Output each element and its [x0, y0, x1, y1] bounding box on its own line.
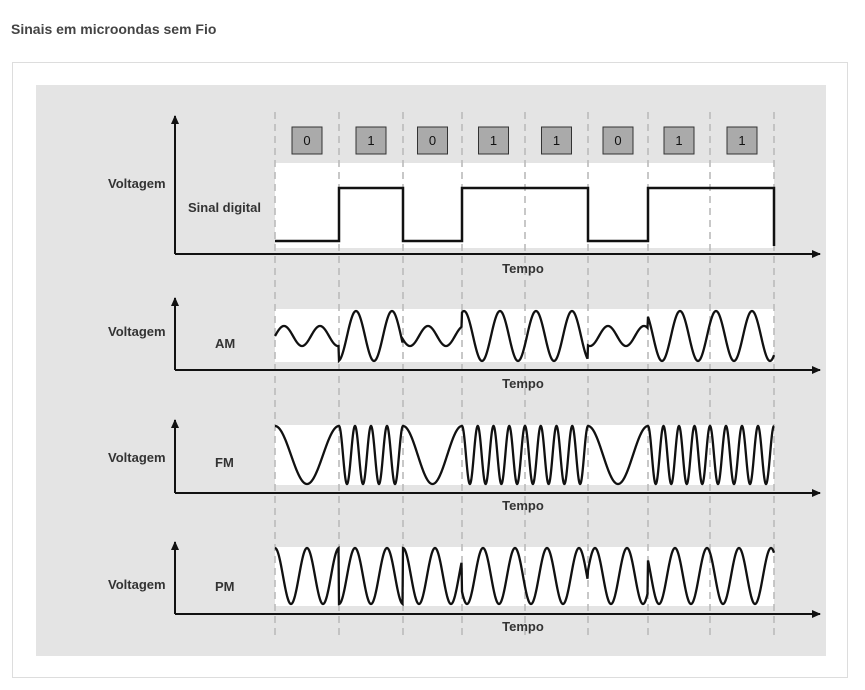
page-title: Sinais em microondas sem Fio	[11, 21, 217, 37]
signal-name-digital: Sinal digital	[188, 200, 261, 215]
xlabel-am: Tempo	[502, 376, 544, 391]
am-signal-waveform	[274, 309, 776, 364]
bit-box: 1	[478, 126, 509, 155]
fm-signal-waveform	[274, 424, 775, 486]
axes-digital	[171, 115, 821, 258]
axes-fm	[171, 419, 821, 497]
bit-box: 0	[602, 126, 634, 155]
pm-signal-waveform	[274, 545, 776, 607]
bit-value: 1	[490, 133, 497, 148]
bit-box: 1	[541, 126, 572, 155]
bit-value: 0	[303, 133, 310, 148]
axes-am	[171, 297, 821, 374]
bit-box: 0	[291, 126, 323, 155]
bit-labels: 0 1 0 1 1 0 1 1	[291, 126, 758, 155]
ylabel-pm: Voltagem	[108, 577, 166, 592]
ylabel-am: Voltagem	[108, 324, 166, 339]
bit-value: 1	[738, 133, 745, 148]
bit-value: 1	[553, 133, 560, 148]
signal-name-pm: PM	[215, 579, 235, 594]
signal-name-am: AM	[215, 336, 235, 351]
signal-name-fm: FM	[215, 455, 234, 470]
bit-box: 1	[726, 126, 758, 155]
bit-value: 1	[675, 133, 682, 148]
bit-box: 1	[355, 126, 387, 155]
bit-value: 0	[429, 133, 436, 148]
xlabel-pm: Tempo	[502, 619, 544, 634]
xlabel-digital: Tempo	[502, 261, 544, 276]
digital-signal-waveform	[275, 186, 776, 246]
bit-box: 1	[663, 126, 695, 155]
xlabel-fm: Tempo	[502, 498, 544, 513]
bit-value: 1	[367, 133, 374, 148]
axes-pm	[171, 541, 821, 618]
ylabel-digital: Voltagem	[108, 176, 166, 191]
ylabel-fm: Voltagem	[108, 450, 166, 465]
bit-box: 0	[417, 126, 448, 155]
bit-value: 0	[614, 133, 621, 148]
